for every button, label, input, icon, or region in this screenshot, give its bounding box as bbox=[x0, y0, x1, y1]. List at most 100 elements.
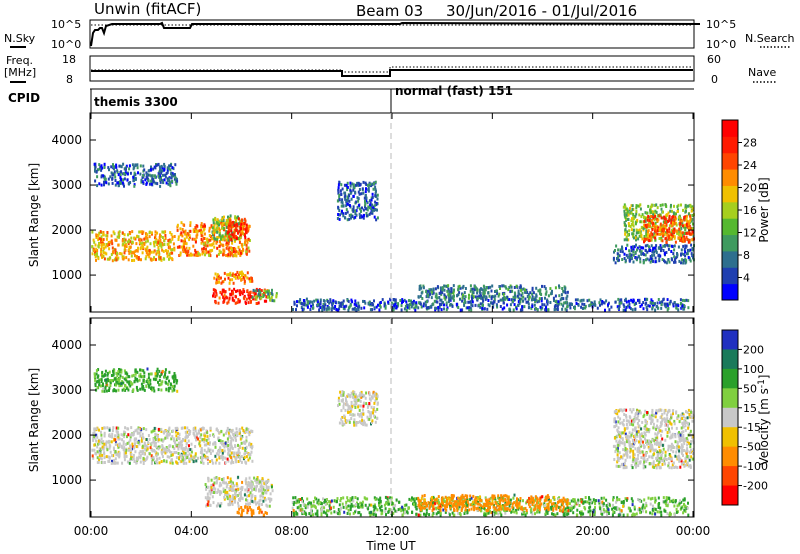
range-cell bbox=[99, 384, 102, 388]
range-cell bbox=[176, 431, 179, 435]
range-cell bbox=[601, 300, 604, 303]
range-cell bbox=[638, 249, 641, 253]
range-cell bbox=[661, 225, 664, 229]
range-cell bbox=[202, 247, 205, 250]
range-cell bbox=[685, 231, 688, 235]
range-cell bbox=[125, 245, 128, 248]
range-cell bbox=[528, 305, 531, 309]
range-cell bbox=[158, 165, 161, 169]
range-cell bbox=[531, 303, 534, 307]
range-cell bbox=[111, 432, 114, 436]
range-cell bbox=[245, 297, 248, 301]
range-cell bbox=[367, 189, 370, 193]
range-cell bbox=[118, 384, 121, 388]
range-cell bbox=[509, 303, 512, 307]
range-cell bbox=[354, 397, 357, 401]
range-cell bbox=[143, 374, 146, 378]
range-cell bbox=[619, 249, 622, 253]
range-cell bbox=[360, 422, 363, 426]
range-cell bbox=[667, 244, 670, 248]
range-cell bbox=[232, 250, 235, 254]
range-cell bbox=[562, 297, 565, 301]
range-cell bbox=[213, 236, 216, 240]
range-cell bbox=[371, 195, 374, 199]
range-cell bbox=[344, 194, 347, 198]
range-cell bbox=[392, 298, 395, 301]
range-cell bbox=[504, 296, 507, 300]
range-cell bbox=[222, 477, 225, 481]
range-cell bbox=[683, 235, 685, 239]
range-cell bbox=[136, 388, 139, 392]
range-cell bbox=[506, 303, 509, 307]
range-cell bbox=[271, 299, 274, 303]
range-cell bbox=[244, 447, 247, 450]
range-cell bbox=[135, 461, 138, 465]
range-cell bbox=[662, 231, 665, 235]
range-cell bbox=[564, 291, 567, 295]
range-cell bbox=[367, 404, 370, 408]
range-cell bbox=[109, 381, 112, 385]
range-cell bbox=[305, 297, 308, 301]
range-cell bbox=[153, 174, 156, 178]
range-cell bbox=[189, 224, 192, 227]
range-cell bbox=[145, 232, 148, 236]
range-cell bbox=[653, 232, 656, 236]
range-cell bbox=[194, 429, 197, 433]
range-cell bbox=[224, 461, 227, 465]
range-cell bbox=[171, 235, 174, 239]
range-cell bbox=[674, 240, 677, 244]
range-cell bbox=[668, 302, 671, 306]
range-cell bbox=[102, 447, 105, 451]
range-cell bbox=[354, 510, 356, 514]
range-cell bbox=[342, 214, 345, 218]
range-cell bbox=[648, 249, 651, 253]
range-cell bbox=[164, 447, 167, 451]
nsky-label: N.Sky bbox=[4, 32, 36, 45]
range-cell bbox=[645, 258, 647, 262]
range-cell bbox=[111, 459, 113, 463]
range-cell bbox=[359, 404, 362, 408]
range-cell bbox=[683, 299, 686, 303]
range-cell bbox=[340, 200, 343, 204]
range-cell bbox=[184, 454, 187, 458]
range-cell bbox=[112, 167, 115, 170]
range-cell bbox=[160, 175, 162, 179]
range-cell bbox=[207, 250, 210, 254]
range-cell bbox=[580, 305, 583, 309]
range-cell bbox=[681, 224, 684, 228]
range-cell bbox=[362, 180, 365, 184]
range-cell bbox=[631, 217, 633, 221]
range-cell bbox=[107, 177, 110, 181]
range-cell bbox=[216, 230, 219, 234]
range-cell bbox=[125, 376, 128, 380]
range-cell bbox=[167, 182, 170, 186]
range-cell bbox=[338, 402, 341, 406]
range-cell bbox=[246, 289, 249, 293]
range-cell bbox=[194, 435, 197, 439]
range-cell bbox=[270, 296, 273, 299]
range-cell bbox=[93, 428, 96, 432]
range-cell bbox=[199, 444, 202, 448]
range-cell bbox=[247, 427, 250, 431]
range-cell bbox=[127, 233, 129, 237]
range-cell bbox=[688, 229, 691, 233]
range-cell bbox=[227, 449, 230, 453]
range-cell bbox=[244, 452, 246, 456]
range-cell bbox=[540, 297, 543, 301]
range-cell bbox=[544, 296, 546, 300]
range-cell bbox=[229, 253, 232, 257]
range-cell bbox=[644, 297, 646, 301]
range-cell bbox=[545, 308, 548, 312]
range-cell bbox=[668, 224, 671, 228]
range-cell bbox=[127, 433, 130, 437]
range-cell bbox=[469, 306, 472, 310]
range-cell bbox=[357, 199, 360, 203]
range-cell bbox=[626, 213, 628, 217]
range-cell bbox=[131, 445, 134, 448]
range-cell bbox=[394, 298, 397, 302]
range-cell bbox=[152, 437, 155, 441]
range-cell bbox=[637, 204, 640, 208]
range-cell bbox=[180, 440, 183, 444]
range-cell bbox=[217, 488, 220, 492]
range-cell bbox=[353, 418, 356, 422]
